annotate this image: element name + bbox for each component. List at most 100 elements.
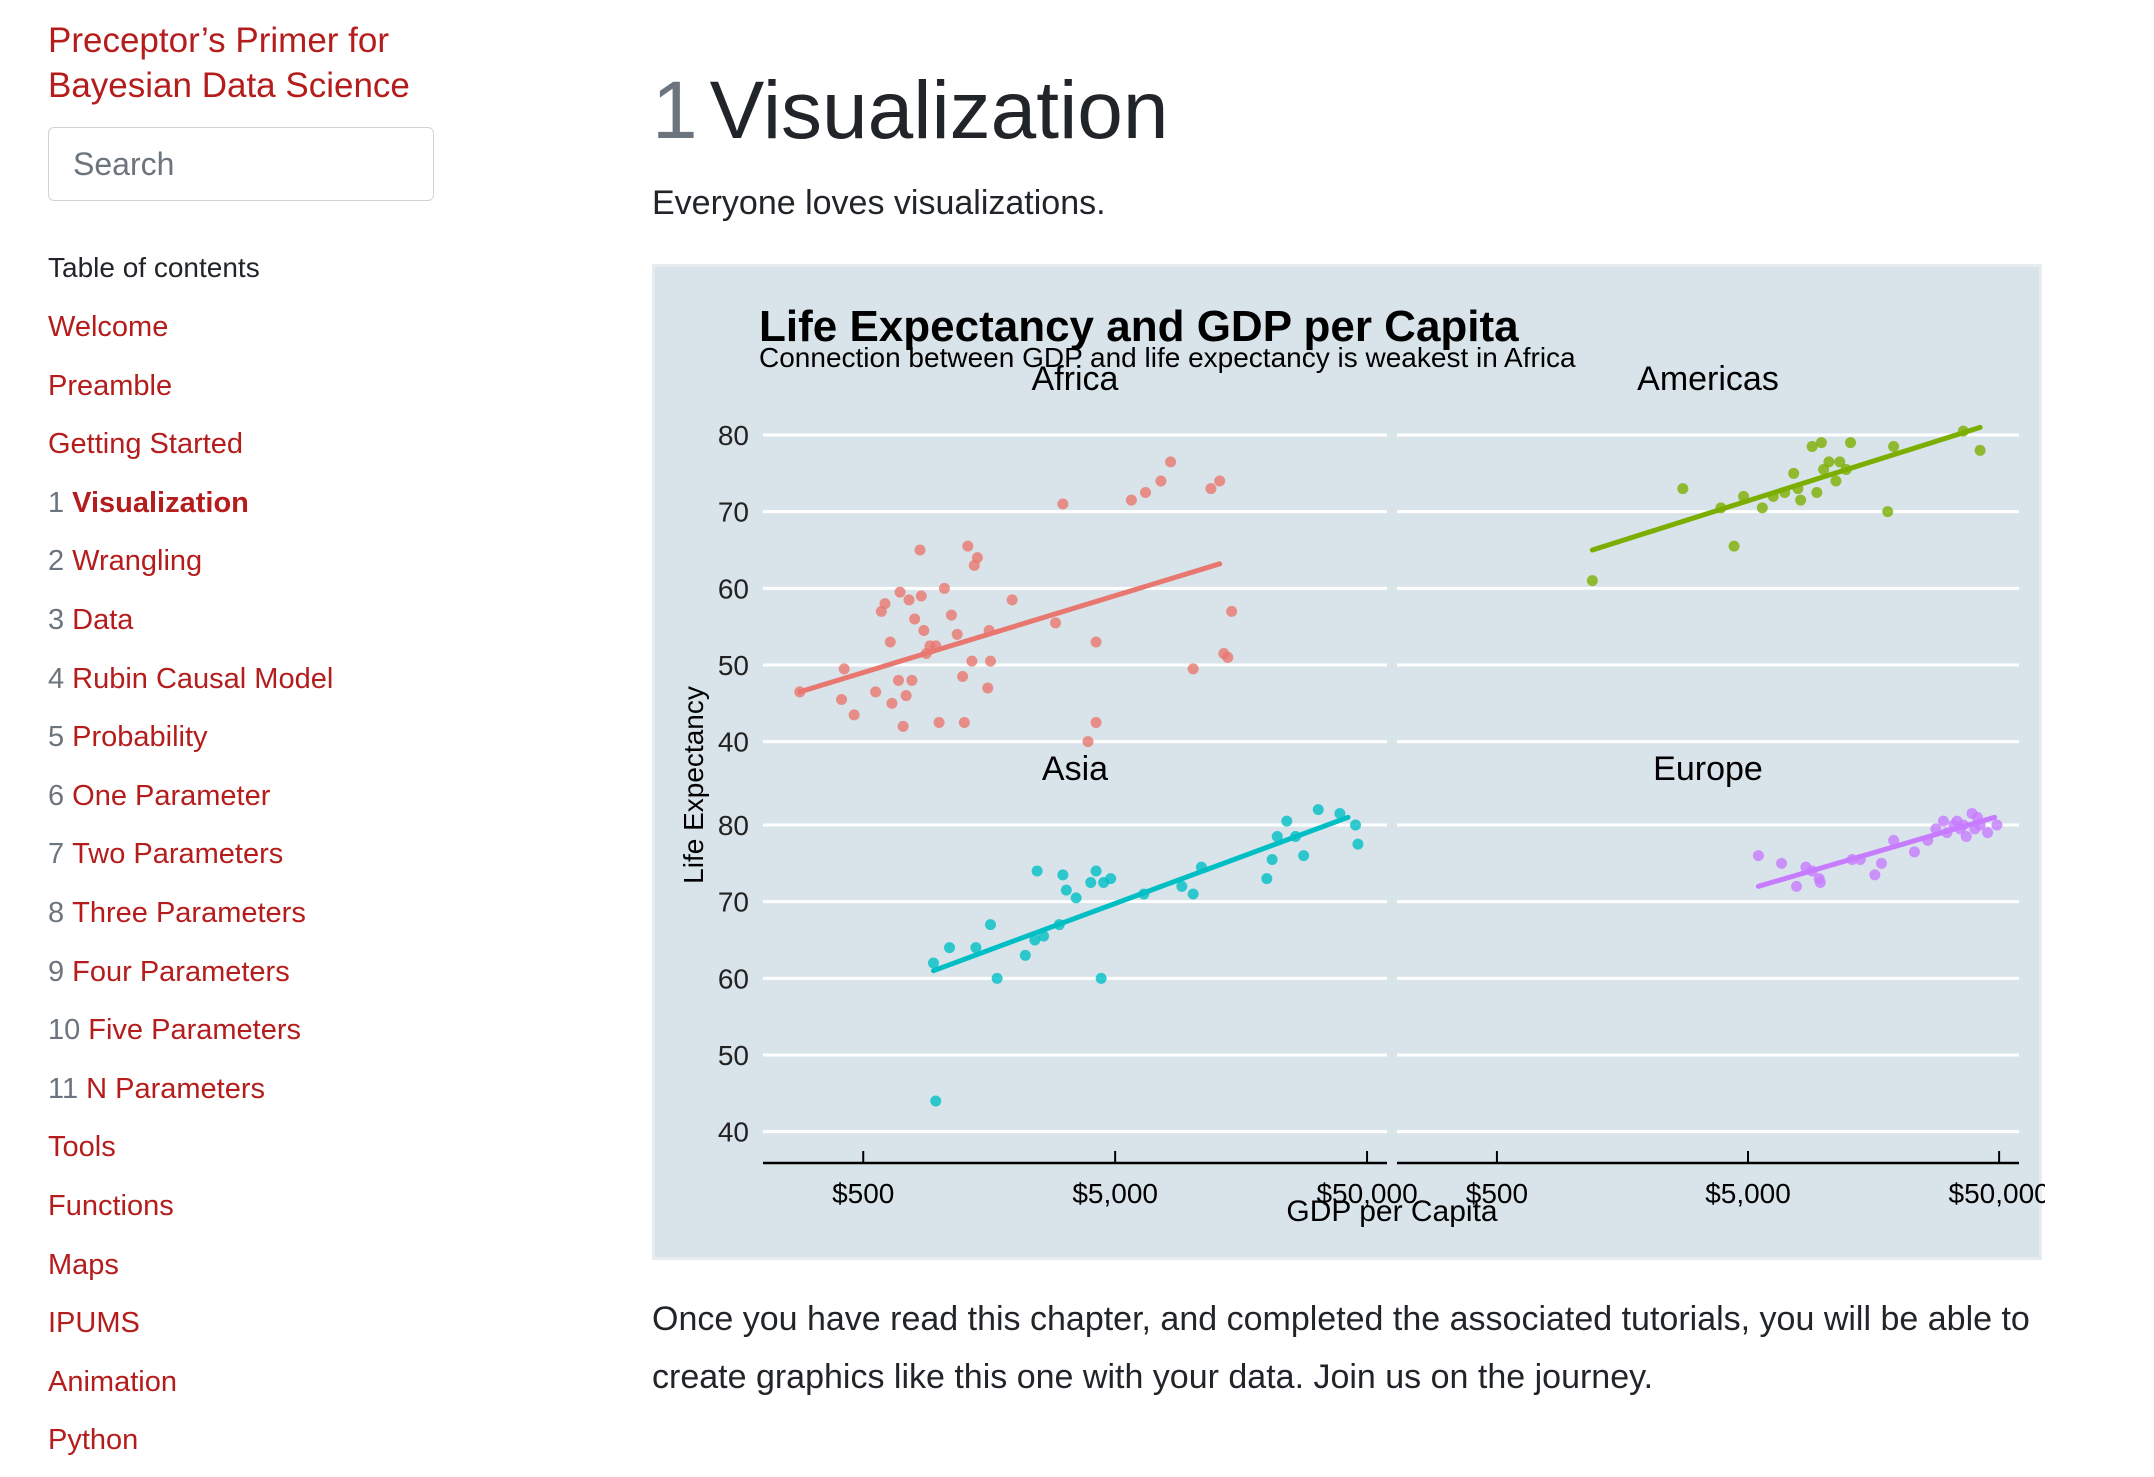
- data-point: [1165, 456, 1177, 468]
- toc-item-number: 1: [48, 486, 65, 519]
- toc-item-link[interactable]: One Parameter: [72, 779, 271, 812]
- data-point: [1222, 651, 1234, 663]
- toc-item-link[interactable]: Data: [72, 603, 134, 636]
- toc-item-link[interactable]: Two Parameters: [72, 838, 284, 871]
- toc-item-one-parameter[interactable]: 6 One Parameter: [48, 774, 333, 833]
- data-point: [1090, 636, 1102, 648]
- toc-item-link[interactable]: N Parameters: [86, 1072, 265, 1105]
- toc-item-number: 3: [48, 603, 65, 636]
- toc-heading: Table of contents: [48, 252, 260, 283]
- y-tick-label: 60: [718, 963, 749, 994]
- y-tick-label: 70: [718, 497, 749, 528]
- data-point: [879, 598, 891, 610]
- toc-item-number: 11: [48, 1072, 79, 1105]
- toc-item-link[interactable]: Animation: [48, 1365, 177, 1398]
- chapter-number: 1: [652, 65, 698, 156]
- toc-item-python[interactable]: Python: [48, 1418, 333, 1477]
- chart-subtitle: Connection between GDP and life expectan…: [759, 342, 1576, 373]
- table-of-contents: Welcome Preamble Getting Started 1 Visualiza…: [48, 305, 333, 1477]
- data-point: [984, 919, 996, 931]
- chart-figure: Life Expectancy and GDP per Capita Connec…: [652, 264, 2045, 1260]
- toc-item-link[interactable]: Rubin Causal Model: [72, 662, 334, 695]
- data-point: [1882, 506, 1894, 518]
- data-point: [897, 720, 909, 732]
- toc-item-two-parameters[interactable]: 7 Two Parameters: [48, 832, 333, 891]
- data-point: [1352, 838, 1364, 850]
- trend-line: [1755, 814, 1998, 889]
- toc-item-link[interactable]: Functions: [48, 1189, 174, 1222]
- toc-item-welcome[interactable]: Welcome: [48, 305, 333, 364]
- toc-item-number: 5: [48, 721, 65, 754]
- toc-item-five-parameters[interactable]: 10 Five Parameters: [48, 1008, 333, 1067]
- data-point: [1982, 827, 1994, 839]
- data-point: [1834, 456, 1846, 468]
- data-point: [1788, 467, 1800, 479]
- toc-item-n-parameters[interactable]: 11 N Parameters: [48, 1067, 333, 1126]
- x-tick-label: $5,000: [1072, 1178, 1158, 1209]
- data-point: [1155, 475, 1167, 487]
- data-point: [933, 717, 945, 728]
- toc-item-functions[interactable]: Functions: [48, 1184, 333, 1243]
- toc-item-probability[interactable]: 5 Probability: [48, 715, 333, 774]
- book-title-link[interactable]: Preceptor’s Primer for Bayesian Data Sci…: [48, 21, 410, 105]
- data-point: [1811, 487, 1823, 498]
- data-point: [1070, 892, 1082, 904]
- data-point: [918, 625, 930, 636]
- data-point: [884, 636, 896, 648]
- toc-item-link[interactable]: Python: [48, 1424, 139, 1457]
- toc-item-preamble[interactable]: Preamble: [48, 364, 333, 423]
- y-tick-label: 50: [718, 650, 749, 681]
- toc-item-link[interactable]: Four Parameters: [72, 955, 290, 988]
- data-point: [991, 972, 1003, 984]
- toc-item-link[interactable]: Three Parameters: [72, 896, 306, 929]
- toc-item-number: 6: [48, 779, 65, 812]
- toc-item-link[interactable]: Visualization: [72, 486, 249, 519]
- toc-item-ipums[interactable]: IPUMS: [48, 1301, 333, 1360]
- data-point: [1090, 865, 1102, 877]
- data-point: [1090, 717, 1102, 728]
- toc-item-link[interactable]: Five Parameters: [88, 1014, 301, 1047]
- data-point: [1281, 815, 1293, 827]
- data-point: [1271, 831, 1283, 842]
- data-point: [1795, 494, 1807, 506]
- x-tick-label: $50,000: [1949, 1178, 2045, 1209]
- toc-item-maps[interactable]: Maps: [48, 1243, 333, 1302]
- data-point: [984, 655, 996, 667]
- trend-line: [1589, 424, 1983, 553]
- toc-item-getting-started[interactable]: Getting Started: [48, 422, 333, 481]
- toc-item-number: 2: [48, 545, 65, 578]
- toc-item-visualization[interactable]: 1 Visualization: [48, 481, 333, 540]
- data-point: [1845, 437, 1857, 449]
- toc-item-link[interactable]: Maps: [48, 1248, 119, 1281]
- data-point: [1085, 877, 1097, 888]
- data-point: [1057, 869, 1069, 881]
- toc-item-link[interactable]: IPUMS: [48, 1307, 140, 1340]
- toc-item-rubin-causal-model[interactable]: 4 Rubin Causal Model: [48, 657, 333, 716]
- page-title: 1 Visualization: [652, 56, 1169, 166]
- data-point: [966, 655, 978, 667]
- intro-paragraph: Everyone loves visualizations.: [652, 184, 1106, 222]
- data-point: [900, 690, 912, 702]
- toc-item-link[interactable]: Tools: [48, 1131, 116, 1164]
- y-tick-label: 50: [718, 1040, 749, 1071]
- toc-item-link[interactable]: Preamble: [48, 369, 173, 402]
- search-input[interactable]: [48, 127, 434, 201]
- toc-item-link[interactable]: Wrangling: [72, 545, 203, 578]
- toc-item-three-parameters[interactable]: 8 Three Parameters: [48, 891, 333, 950]
- toc-item-link[interactable]: Probability: [72, 721, 208, 754]
- data-point: [1756, 502, 1768, 514]
- data-point: [838, 663, 850, 675]
- data-point: [1818, 464, 1830, 475]
- data-point: [930, 1095, 942, 1107]
- toc-item-link[interactable]: Welcome: [48, 311, 169, 343]
- toc-item-animation[interactable]: Animation: [48, 1360, 333, 1419]
- chart-title: Life Expectancy and GDP per Capita: [759, 302, 1519, 351]
- data-point: [944, 942, 956, 954]
- toc-item-four-parameters[interactable]: 9 Four Parameters: [48, 950, 333, 1009]
- data-point: [1815, 437, 1827, 449]
- toc-item-tools[interactable]: Tools: [48, 1125, 333, 1184]
- toc-item-wrangling[interactable]: 2 Wrangling: [48, 539, 333, 598]
- toc-item-data[interactable]: 3 Data: [48, 598, 333, 657]
- data-point: [848, 709, 860, 721]
- toc-item-link[interactable]: Getting Started: [48, 428, 244, 461]
